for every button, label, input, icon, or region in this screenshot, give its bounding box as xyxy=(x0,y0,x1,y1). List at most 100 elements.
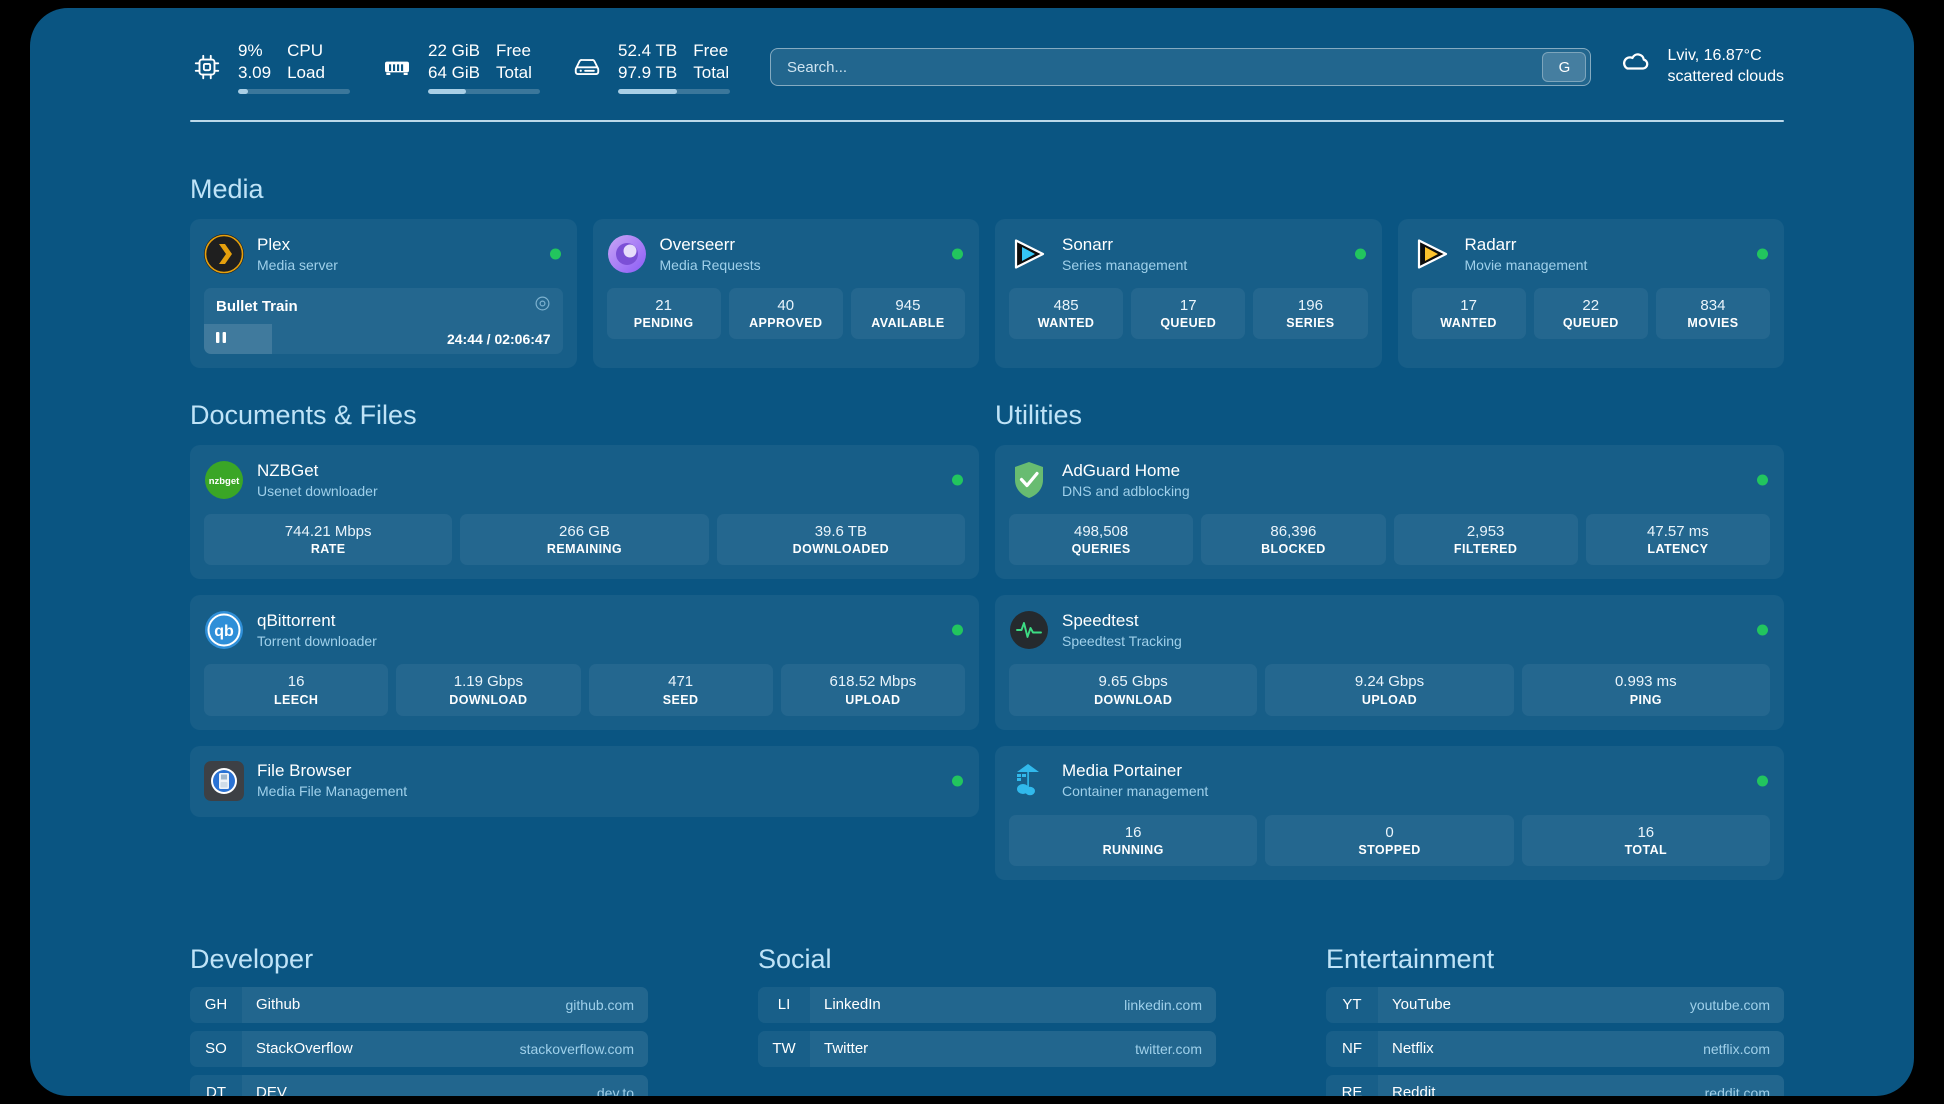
service-name: File Browser xyxy=(257,761,352,781)
stat-upload[interactable]: 9.24 Gbps UPLOAD xyxy=(1265,664,1514,716)
system-stat-block: 22 GiB 64 GiB Free Total xyxy=(428,40,540,94)
search-provider-key[interactable]: G xyxy=(1542,52,1587,82)
stat-label: SERIES xyxy=(1286,316,1335,331)
stat-downloaded[interactable]: 39.6 TB DOWNLOADED xyxy=(716,514,965,566)
bookmark-item-netflix[interactable]: NF Netflix netflix.com xyxy=(1326,1030,1784,1067)
bookmark-item-stackoverflow[interactable]: SO StackOverflow stackoverflow.com xyxy=(190,1030,648,1067)
memory-icon xyxy=(380,50,414,84)
system-stat-label-1: Free xyxy=(693,41,729,61)
service-card-qbittorrent[interactable]: qb qBittorrent Torrent downloader 16 LEECH 1.… xyxy=(190,595,979,730)
search-input[interactable] xyxy=(770,48,1592,86)
service-stats: 16 RUNNING 0 STOPPED 16 TOTAL xyxy=(1009,814,1770,866)
bookmark-item-dev[interactable]: DT DEV dev.to xyxy=(190,1074,648,1096)
bookmark-list: GH Github github.com SO StackOverflow stackov… xyxy=(190,986,648,1096)
stat-latency[interactable]: 47.57 ms LATENCY xyxy=(1585,514,1770,566)
service-card-nzbget[interactable]: nzbget NZBGet Usenet downloader 744.21 Mbps… xyxy=(190,445,979,580)
bookmark-group-developer: Developer GH Github github.com SO StackOverfl… xyxy=(190,944,648,1096)
stat-queued[interactable]: 17 QUEUED xyxy=(1131,288,1246,340)
service-stats: 498,508 QUERIES 86,396 BLOCKED 2,953 FILTERED… xyxy=(1009,514,1770,566)
stat-label: MOVIES xyxy=(1687,316,1739,331)
bookmark-body: Netflix netflix.com xyxy=(1378,1030,1784,1067)
stat-value: 1.19 Gbps xyxy=(453,673,523,691)
service-card-radarr[interactable]: Radarr Movie management 17 WANTED 22 QUEUED 83… xyxy=(1397,219,1784,368)
service-subtitle: Series management xyxy=(1062,256,1188,273)
bookmark-item-linkedin[interactable]: LI LinkedIn linkedin.com xyxy=(758,986,1216,1023)
service-card-header: Radarr Movie management xyxy=(1412,232,1771,276)
status-badge xyxy=(952,474,963,486)
bookmark-name: YouTube xyxy=(1392,996,1451,1014)
service-card-plex[interactable]: Plex Media server Bullet Train 24:44 / 02:0… xyxy=(190,219,577,368)
service-card-titles: File Browser Media File Management xyxy=(257,760,407,800)
status-badge xyxy=(1757,775,1768,786)
bookmark-abbr: YT xyxy=(1326,986,1378,1023)
stat-download[interactable]: 9.65 Gbps DOWNLOAD xyxy=(1009,664,1258,716)
search-container[interactable]: G xyxy=(770,48,1592,86)
bookmark-body: LinkedIn linkedin.com xyxy=(810,986,1216,1023)
bookmark-abbr: TW xyxy=(758,1030,810,1067)
service-name: Media Portainer xyxy=(1062,761,1183,781)
stat-approved[interactable]: 40 APPROVED xyxy=(728,288,843,340)
stat-value: 498,508 xyxy=(1074,523,1129,540)
stat-wanted[interactable]: 485 WANTED xyxy=(1009,288,1124,340)
bookmark-group-title: Entertainment xyxy=(1326,943,1495,974)
stat-available[interactable]: 945 AVAILABLE xyxy=(850,288,966,340)
service-card-titles: AdGuard Home DNS and adblocking xyxy=(1062,460,1190,500)
stat-wanted[interactable]: 17 WANTED xyxy=(1411,288,1526,340)
stat-movies[interactable]: 834 MOVIES xyxy=(1655,288,1771,340)
service-card-adguard-home[interactable]: AdGuard Home DNS and adblocking 498,508 QUE… xyxy=(995,445,1784,580)
service-name: NZBGet xyxy=(257,460,319,480)
system-stat-values: 22 GiB 64 GiB xyxy=(428,40,480,83)
stat-value: 618.52 Mbps xyxy=(829,673,917,691)
service-card-speedtest[interactable]: Speedtest Speedtest Tracking 9.65 Gbps DOWN… xyxy=(995,595,1784,730)
stat-label: DOWNLOAD xyxy=(449,692,528,707)
status-badge xyxy=(1757,248,1768,260)
service-card-media-portainer[interactable]: Media Portainer Container management 16 RUN… xyxy=(995,745,1784,880)
service-card-overseerr[interactable]: Overseerr Media Requests 21 PENDING 40 APPROV… xyxy=(592,219,979,368)
speedtest-logo xyxy=(1009,610,1049,650)
stat-queued[interactable]: 22 QUEUED xyxy=(1533,288,1648,340)
status-badge xyxy=(1757,474,1768,486)
stat-leech[interactable]: 16 LEECH xyxy=(204,664,389,716)
stat-ping[interactable]: 0.993 ms PING xyxy=(1521,664,1770,716)
system-stat-labels: Free Total xyxy=(496,40,532,83)
stat-blocked[interactable]: 86,396 BLOCKED xyxy=(1201,514,1386,566)
service-stats: 17 WANTED 22 QUEUED 834 MOVIES xyxy=(1411,288,1771,340)
pause-icon[interactable] xyxy=(215,331,227,347)
bookmark-url: netflix.com xyxy=(1703,1040,1770,1057)
bookmark-url: reddit.com xyxy=(1704,1084,1770,1096)
stat-value: 744.21 Mbps xyxy=(284,523,372,540)
stat-label: QUEUED xyxy=(1160,316,1217,331)
service-card-header: Sonarr Series management xyxy=(1009,232,1368,276)
stat-pending[interactable]: 21 PENDING xyxy=(606,288,721,340)
nzbget-logo: nzbget xyxy=(204,460,244,500)
system-stat-labels: CPU Load xyxy=(287,40,325,83)
stat-total[interactable]: 16 TOTAL xyxy=(1521,814,1770,866)
stat-rate[interactable]: 744.21 Mbps RATE xyxy=(204,514,453,566)
bookmark-item-twitter[interactable]: TW Twitter twitter.com xyxy=(758,1030,1216,1067)
stat-queries[interactable]: 498,508 QUERIES xyxy=(1009,514,1194,566)
stat-label: UPLOAD xyxy=(845,692,901,707)
stat-stopped[interactable]: 0 STOPPED xyxy=(1265,814,1514,866)
service-card-titles: Speedtest Speedtest Tracking xyxy=(1062,610,1182,650)
stat-remaining[interactable]: 266 GB REMAINING xyxy=(460,514,709,566)
service-card-titles: Radarr Movie management xyxy=(1465,234,1588,274)
service-card-file-browser[interactable]: File Browser Media File Management xyxy=(190,745,979,817)
service-subtitle: Media server xyxy=(257,256,338,273)
service-card-titles: Plex Media server xyxy=(257,234,338,274)
stat-value: 17 xyxy=(1179,297,1197,314)
bookmark-group-social: Social LI LinkedIn linkedin.com TW Twitter twi… xyxy=(758,944,1216,1096)
gear-icon[interactable] xyxy=(534,295,551,317)
stat-series[interactable]: 196 SERIES xyxy=(1253,288,1368,340)
stat-running[interactable]: 16 RUNNING xyxy=(1009,814,1258,866)
stat-upload[interactable]: 618.52 Mbps UPLOAD xyxy=(780,664,965,716)
bookmark-item-reddit[interactable]: RE Reddit reddit.com xyxy=(1326,1074,1784,1096)
stat-download[interactable]: 1.19 Gbps DOWNLOAD xyxy=(396,664,581,716)
stat-label: APPROVED xyxy=(749,316,823,331)
bookmark-item-youtube[interactable]: YT YouTube youtube.com xyxy=(1326,986,1784,1023)
system-stat-progressbar xyxy=(238,88,350,94)
stat-seed[interactable]: 471 SEED xyxy=(588,664,773,716)
service-card-sonarr[interactable]: Sonarr Series management 485 WANTED 17 QUEUED… xyxy=(995,219,1382,368)
now-playing-progress-row[interactable]: 24:44 / 02:06:47 xyxy=(204,324,563,354)
stat-filtered[interactable]: 2,953 FILTERED xyxy=(1393,514,1578,566)
bookmark-item-github[interactable]: GH Github github.com xyxy=(190,986,648,1023)
